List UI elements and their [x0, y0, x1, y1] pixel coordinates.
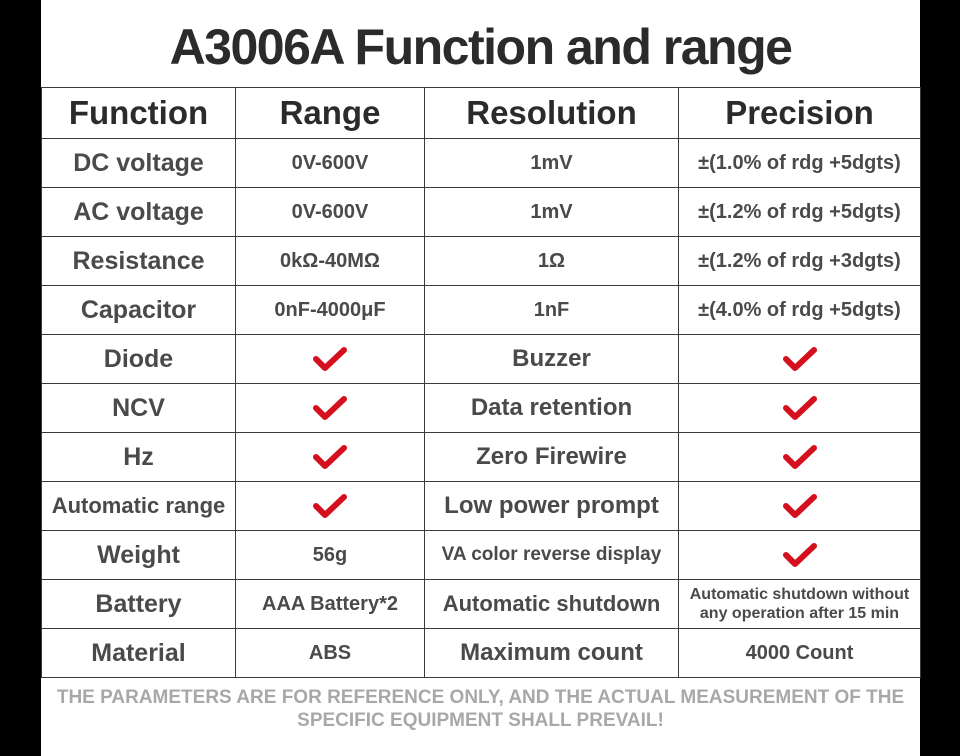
precision-check-cell	[678, 530, 921, 580]
header-range: Range	[235, 87, 425, 139]
table-row: NCV Data retention	[41, 383, 921, 433]
function-cell: Hz	[41, 432, 236, 482]
precision-cell: Automatic shutdown without any operation…	[678, 579, 921, 629]
precision-cell: 4000 Count	[678, 628, 921, 678]
precision-check-cell	[678, 383, 921, 433]
table-header-row: Function Range Resolution Precision	[41, 87, 921, 139]
check-icon	[313, 347, 347, 371]
check-icon	[782, 543, 817, 567]
range-check-cell	[235, 383, 425, 433]
spec-table: Function Range Resolution Precision DC v…	[41, 87, 921, 678]
check-icon	[782, 347, 817, 371]
table-row: Capacitor 0nF-4000μF 1nF ±(4.0% of rdg +…	[41, 285, 921, 335]
resolution-cell: VA color reverse display	[424, 530, 679, 580]
table-row: Automatic range Low power prompt	[41, 481, 921, 531]
resolution-cell: Maximum count	[424, 628, 679, 678]
check-icon	[782, 445, 817, 469]
check-icon	[782, 494, 817, 518]
resolution-cell: 1mV	[424, 138, 679, 188]
resolution-cell: Automatic shutdown	[424, 579, 679, 629]
header-precision: Precision	[678, 87, 921, 139]
range-cell: 0nF-4000μF	[235, 285, 425, 335]
header-resolution: Resolution	[424, 87, 679, 139]
resolution-cell: Data retention	[424, 383, 679, 433]
table-row: Material ABS Maximum count 4000 Count	[41, 628, 921, 678]
range-cell: AAA Battery*2	[235, 579, 425, 629]
precision-cell: ±(1.0% of rdg +5dgts)	[678, 138, 921, 188]
function-cell: DC voltage	[41, 138, 236, 188]
resolution-cell: Buzzer	[424, 334, 679, 384]
resolution-cell: 1mV	[424, 187, 679, 237]
function-cell: Diode	[41, 334, 236, 384]
page-title: A3006A Function and range	[169, 19, 793, 75]
precision-cell: ±(1.2% of rdg +5dgts)	[678, 187, 921, 237]
check-icon	[313, 445, 347, 469]
range-cell: 0kΩ-40MΩ	[235, 236, 425, 286]
range-cell: 0V-600V	[235, 138, 425, 188]
disclaimer-note: THE PARAMETERS ARE FOR REFERENCE ONLY, A…	[56, 687, 905, 731]
range-cell: 56g	[235, 530, 425, 580]
function-cell: NCV	[41, 383, 236, 433]
range-cell: ABS	[235, 628, 425, 678]
spec-panel: A3006A Function and range Function Range…	[41, 0, 921, 756]
check-icon	[313, 396, 347, 420]
table-row: Resistance 0kΩ-40MΩ 1Ω ±(1.2% of rdg +3d…	[41, 236, 921, 286]
header-function: Function	[41, 87, 236, 139]
table-row: Weight 56g VA color reverse display	[41, 530, 921, 580]
resolution-cell: 1Ω	[424, 236, 679, 286]
function-cell: AC voltage	[41, 187, 236, 237]
range-check-cell	[235, 481, 425, 531]
table-row: Diode Buzzer	[41, 334, 921, 384]
function-cell: Material	[41, 628, 236, 678]
table-row: DC voltage 0V-600V 1mV ±(1.0% of rdg +5d…	[41, 138, 921, 188]
resolution-cell: 1nF	[424, 285, 679, 335]
function-cell: Weight	[41, 530, 236, 580]
check-icon	[313, 494, 347, 518]
table-row: AC voltage 0V-600V 1mV ±(1.2% of rdg +5d…	[41, 187, 921, 237]
range-check-cell	[235, 334, 425, 384]
precision-check-cell	[678, 481, 921, 531]
resolution-cell: Zero Firewire	[424, 432, 679, 482]
function-cell: Capacitor	[41, 285, 236, 335]
range-cell: 0V-600V	[235, 187, 425, 237]
precision-cell: ±(1.2% of rdg +3dgts)	[678, 236, 921, 286]
function-cell: Resistance	[41, 236, 236, 286]
resolution-cell: Low power prompt	[424, 481, 679, 531]
function-cell: Battery	[41, 579, 236, 629]
function-cell: Automatic range	[41, 481, 236, 531]
range-check-cell	[235, 432, 425, 482]
check-icon	[782, 396, 817, 420]
table-row: Hz Zero Firewire	[41, 432, 921, 482]
table-row: Battery AAA Battery*2 Automatic shutdown…	[41, 579, 921, 629]
precision-check-cell	[678, 334, 921, 384]
precision-cell: ±(4.0% of rdg +5dgts)	[678, 285, 921, 335]
precision-check-cell	[678, 432, 921, 482]
